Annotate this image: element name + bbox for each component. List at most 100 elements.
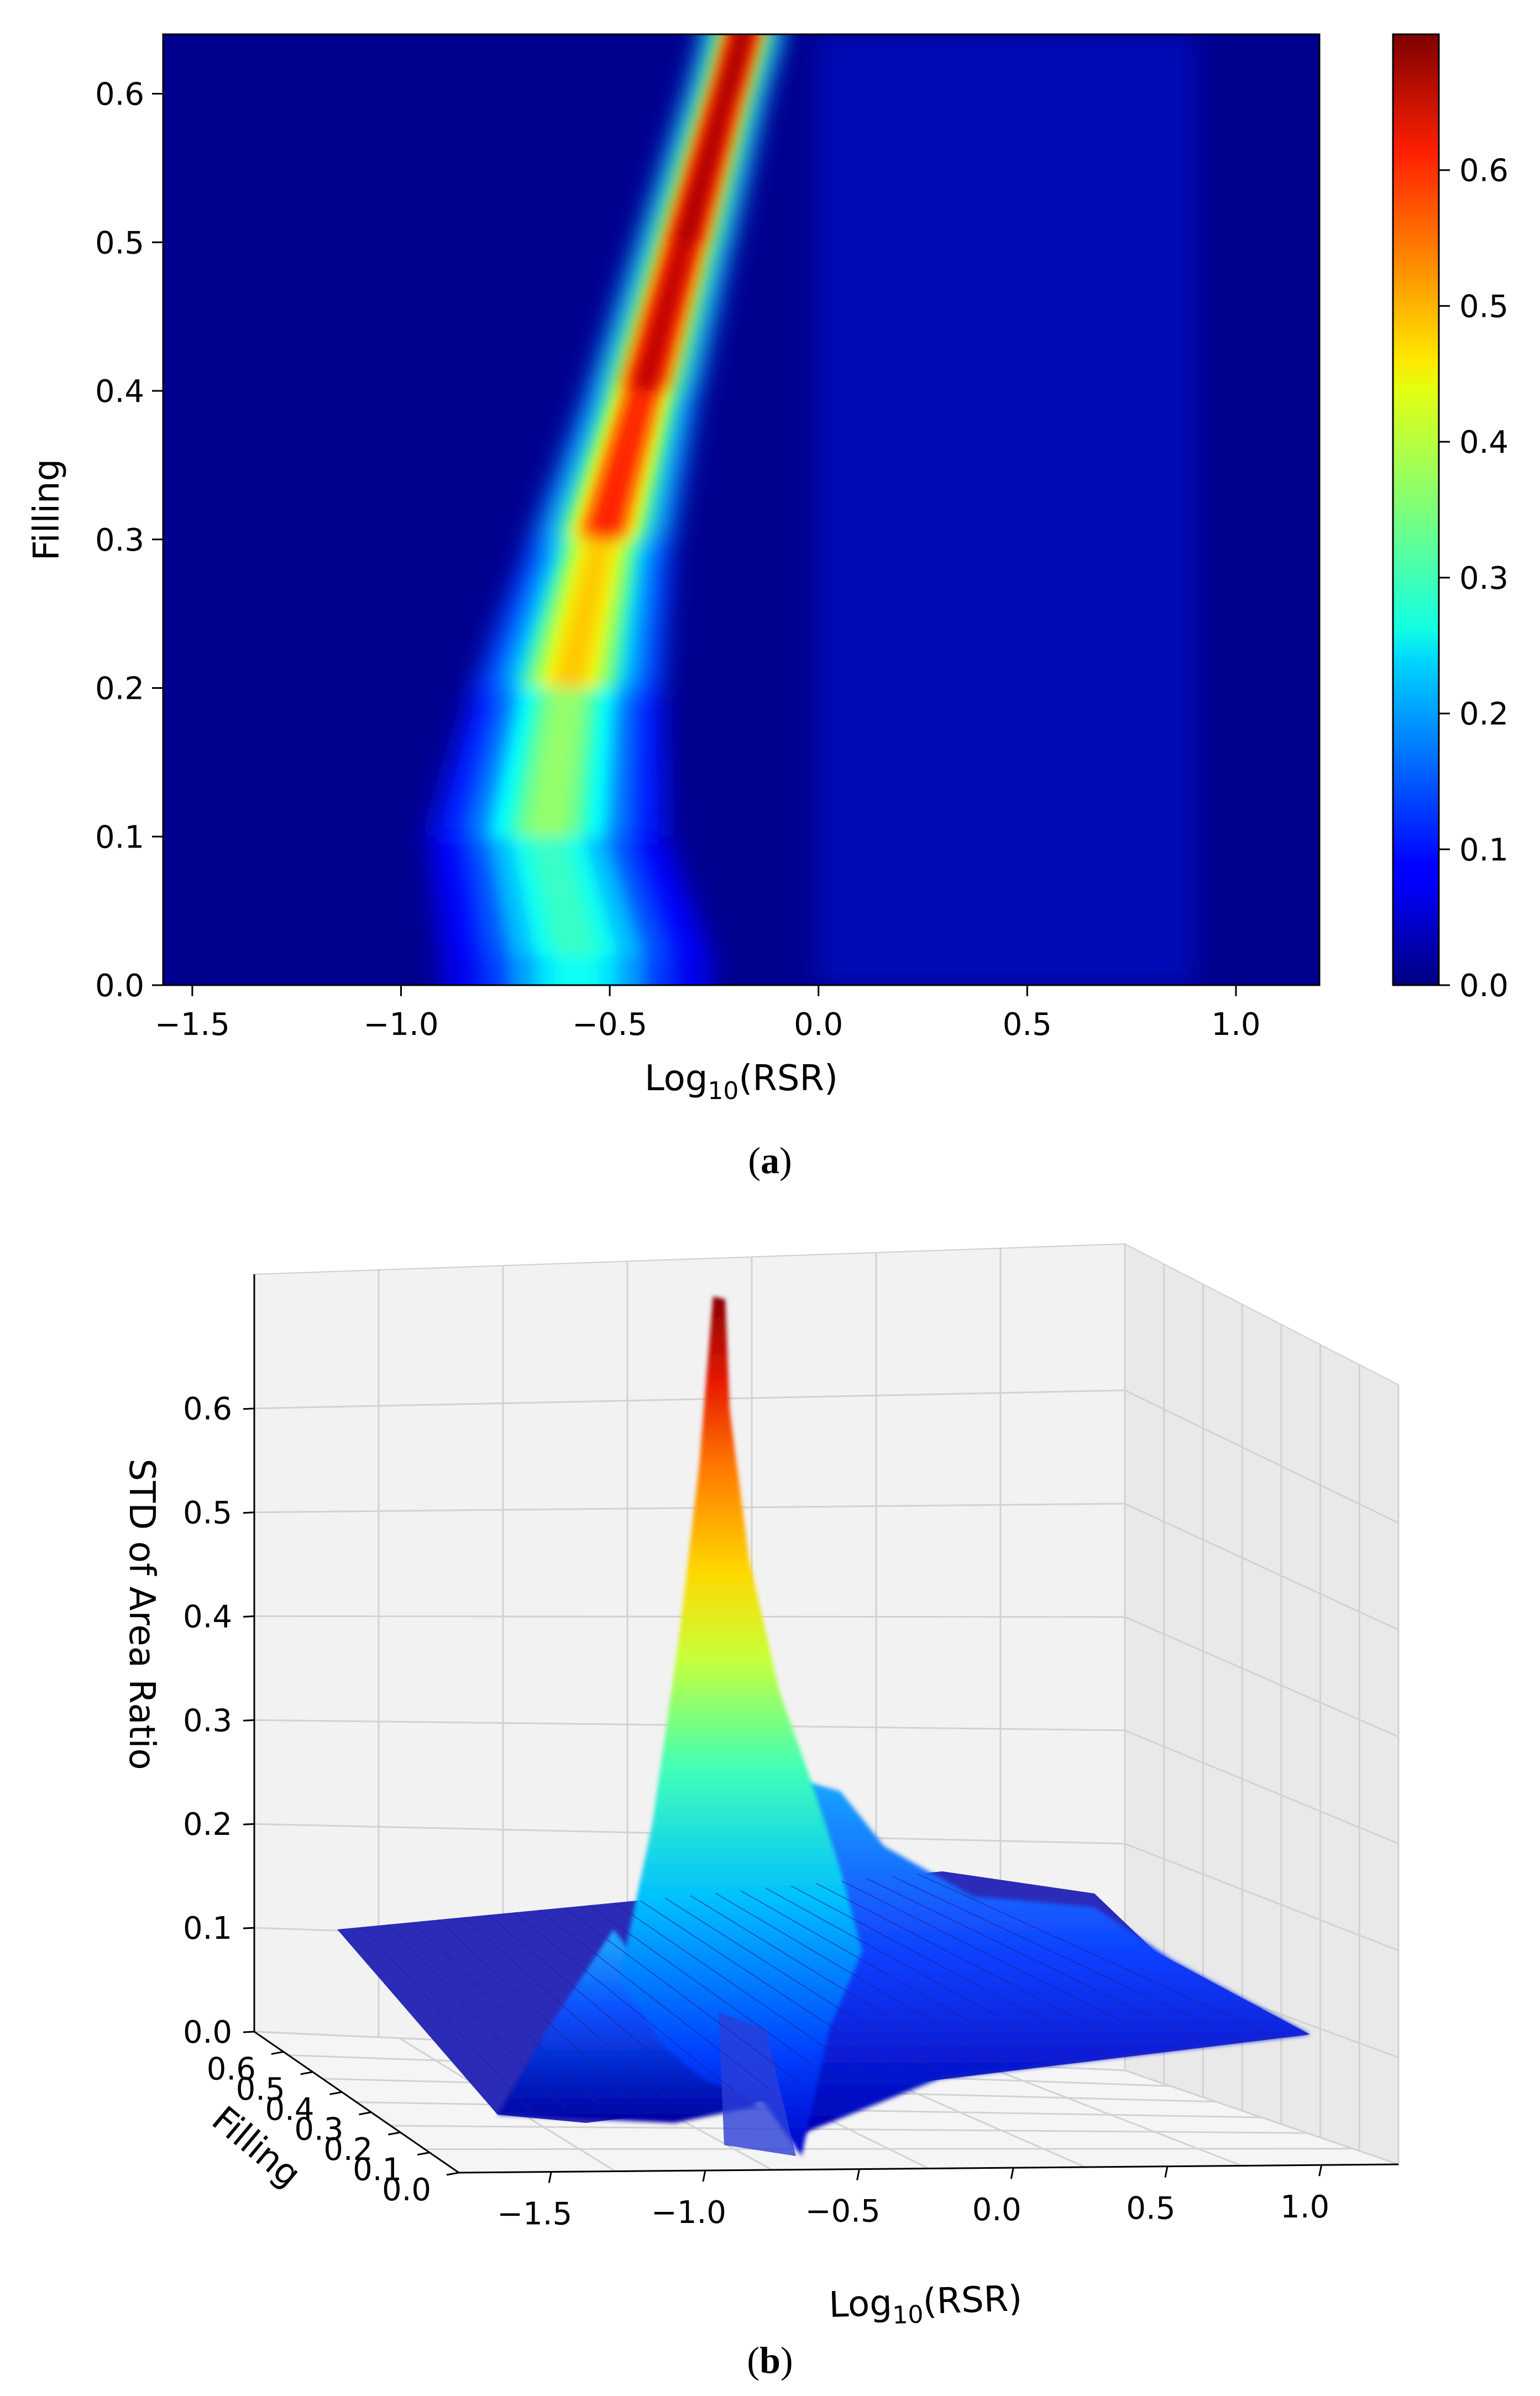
z-tick-label: 0.0 xyxy=(183,2015,232,2050)
plot-area xyxy=(163,34,1319,985)
y-tick xyxy=(388,2131,401,2136)
heatmap-ridge-cell xyxy=(720,34,750,94)
x-tick-label: −0.5 xyxy=(805,2194,881,2230)
panel-label-a: (a) xyxy=(748,1139,792,1181)
y-axis-label: Filling xyxy=(27,459,67,561)
colorbar-ticks: 0.0 0.1 0.2 0.3 0.4 0.5 0.6 xyxy=(1439,153,1508,1004)
surface-mesh-line xyxy=(639,1900,904,2075)
y-tick-label: 0.2 xyxy=(95,671,144,707)
x-tick-label: 0.0 xyxy=(972,2192,1022,2228)
surface-mesh-line xyxy=(690,1895,972,2069)
gridline-right-z xyxy=(1124,1616,1399,1738)
surface-mesh-line xyxy=(664,1897,938,2072)
surface-mesh-line xyxy=(412,1922,600,2105)
z-tick-label: 0.6 xyxy=(183,1391,232,1427)
surface-3d-chart: 0.00.10.20.30.40.50.6 0.00.10.20.30.40.5… xyxy=(121,1243,1400,2332)
x-tick-label: −1.5 xyxy=(155,1007,230,1043)
surface-mesh-line xyxy=(740,1890,1040,2062)
x-tick-label: 0.0 xyxy=(794,1007,843,1043)
y-axis-ticks: 0.0 0.1 0.2 0.3 0.4 0.5 0.6 xyxy=(95,77,163,1004)
y-tick-label: 0.0 xyxy=(382,2172,431,2208)
z-tick-label: 0.3 xyxy=(183,1703,232,1739)
heatmap-ridge-cell xyxy=(723,34,763,35)
y-tick xyxy=(359,2111,371,2116)
x-tick xyxy=(1010,2167,1014,2179)
surface-mesh-line xyxy=(841,1880,1175,2049)
x-tick xyxy=(856,2169,861,2180)
y-tick-label: 0.3 xyxy=(294,2112,343,2148)
x-tick-label: 1.0 xyxy=(1280,2189,1329,2225)
x-axis-ticks: −1.5 −1.0 −0.5 0.0 0.5 1.0 xyxy=(155,985,1260,1043)
y-tick-label: 0.6 xyxy=(207,2051,256,2087)
surface-front-trough xyxy=(719,2012,796,2156)
y-tick-label: 0.3 xyxy=(95,522,144,558)
y-tick xyxy=(300,2071,313,2075)
y-tick-label: 0.2 xyxy=(323,2132,373,2168)
x-axis-label: Log10(RSR) xyxy=(645,1058,838,1105)
heatmap-ridge-cell xyxy=(704,34,783,35)
heatmap-ridge-cell xyxy=(589,390,653,540)
x-tick-label: −1.0 xyxy=(651,2195,726,2231)
y-tick-label: 0.4 xyxy=(95,374,144,410)
x-tick-label: 0.5 xyxy=(1003,1007,1052,1043)
colorbar-gradient xyxy=(1392,33,1440,986)
x-tick xyxy=(1318,2164,1323,2177)
surface-mesh-line xyxy=(715,1892,1006,2065)
z-axis-label: STD of Area Ratio xyxy=(121,1458,162,1770)
gridline-floor-y xyxy=(390,2125,1308,2134)
surface-mesh-line xyxy=(564,1907,803,2085)
3d-axes xyxy=(253,1274,1399,2174)
heatmap-layer xyxy=(527,34,750,985)
surface-mesh-line xyxy=(437,1919,633,2102)
x-tick-label: 1.0 xyxy=(1211,1007,1260,1043)
colorbar-tick-label: 0.5 xyxy=(1459,289,1508,325)
x-tick xyxy=(702,2170,706,2182)
surface-mesh-line xyxy=(513,1912,735,2092)
y-tick xyxy=(271,2050,284,2055)
y-tick-label: 0.4 xyxy=(265,2091,315,2127)
z-tick-label: 0.4 xyxy=(183,1599,232,1635)
heatmap-ridge-cell xyxy=(527,687,584,837)
y-tick xyxy=(417,2152,430,2156)
colorbar-tick-label: 0.0 xyxy=(1459,968,1508,1004)
surface-mesh-line xyxy=(892,1875,1243,2042)
z-tick-label: 0.5 xyxy=(183,1495,232,1531)
colorbar-tick-label: 0.4 xyxy=(1459,425,1508,461)
y-axis-line xyxy=(254,2031,459,2174)
gridline-right-z xyxy=(1124,1503,1399,1631)
x-tick-label: −1.0 xyxy=(363,1007,438,1043)
surface-mesh-line xyxy=(790,1885,1107,2055)
colorbar-tick-label: 0.2 xyxy=(1459,697,1508,733)
x-tick xyxy=(548,2172,552,2183)
heatmap-ridge-cell xyxy=(633,241,693,391)
x-axis-label: Log10(RSR) xyxy=(828,2278,1023,2332)
heatmap-chart: −1.5 −1.0 −0.5 0.0 0.5 1.0 0.0 0.1 0.2 0.3 0.4 0.5… xyxy=(27,33,1508,1105)
gridline-right-z xyxy=(1124,1843,1399,1952)
z-tick-label: 0.1 xyxy=(183,1911,232,1947)
heatmap-ridge-cell xyxy=(715,34,772,35)
surface-mesh-line xyxy=(488,1914,701,2095)
y-tick-label: 0.6 xyxy=(95,77,144,113)
surface-mesh-line xyxy=(589,1905,837,2082)
y-tick xyxy=(446,2172,459,2176)
gridline-back-z xyxy=(254,1503,1125,1514)
heatmap-ridge-cell xyxy=(677,92,734,243)
surface-mesh-line xyxy=(614,1902,871,2079)
surface-mesh-line xyxy=(362,1926,532,2112)
surface-mesh-line xyxy=(816,1882,1141,2052)
plot-frame xyxy=(162,33,1321,986)
z-axis-ticks: 0.0 0.1 0.2 0.3 0.4 0.5 0.6 xyxy=(183,1391,255,2050)
surface-mesh-line xyxy=(766,1887,1073,2059)
x-tick xyxy=(1164,2166,1169,2178)
y-tick xyxy=(329,2091,342,2095)
surface xyxy=(337,1296,1310,2156)
colorbar-tick-label: 0.6 xyxy=(1459,153,1508,189)
heatmap-ridge-cell xyxy=(731,34,756,35)
x-axis-line xyxy=(458,2163,1399,2174)
y-tick-label: 0.5 xyxy=(95,225,144,261)
heatmap-ridge-cell xyxy=(552,538,614,688)
y-tick-label: 0.1 xyxy=(353,2152,402,2188)
panel-label-b: (b) xyxy=(747,2339,793,2381)
surface-right-shoulder xyxy=(782,1775,1310,2134)
gridline-right-z xyxy=(1124,1389,1399,1524)
